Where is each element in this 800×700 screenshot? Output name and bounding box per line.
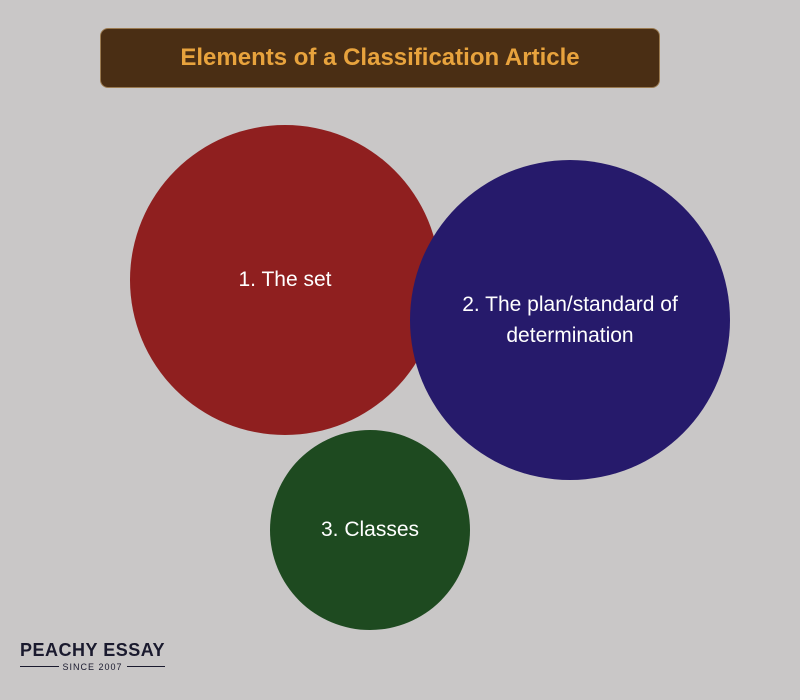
circle-3-label: 3. Classes bbox=[321, 514, 419, 546]
title-box: Elements of a Classification Article bbox=[100, 28, 660, 88]
title-text: Elements of a Classification Article bbox=[180, 44, 579, 72]
logo-divider: SINCE 2007 bbox=[20, 661, 165, 672]
circle-3: 3. Classes bbox=[270, 430, 470, 630]
brand-logo: PEACHY ESSAYSINCE 2007 bbox=[20, 640, 165, 672]
circle-2: 2. The plan/standard of determination bbox=[410, 160, 730, 480]
logo-line1: PEACHY ESSAY bbox=[20, 640, 165, 661]
logo-line2: SINCE 2007 bbox=[63, 662, 123, 672]
circle-2-label: 2. The plan/standard of determination bbox=[430, 289, 710, 352]
circle-1-label: 1. The set bbox=[238, 264, 331, 296]
infographic-canvas: Elements of a Classification Article 1. T… bbox=[0, 0, 800, 700]
circle-1: 1. The set bbox=[130, 125, 440, 435]
